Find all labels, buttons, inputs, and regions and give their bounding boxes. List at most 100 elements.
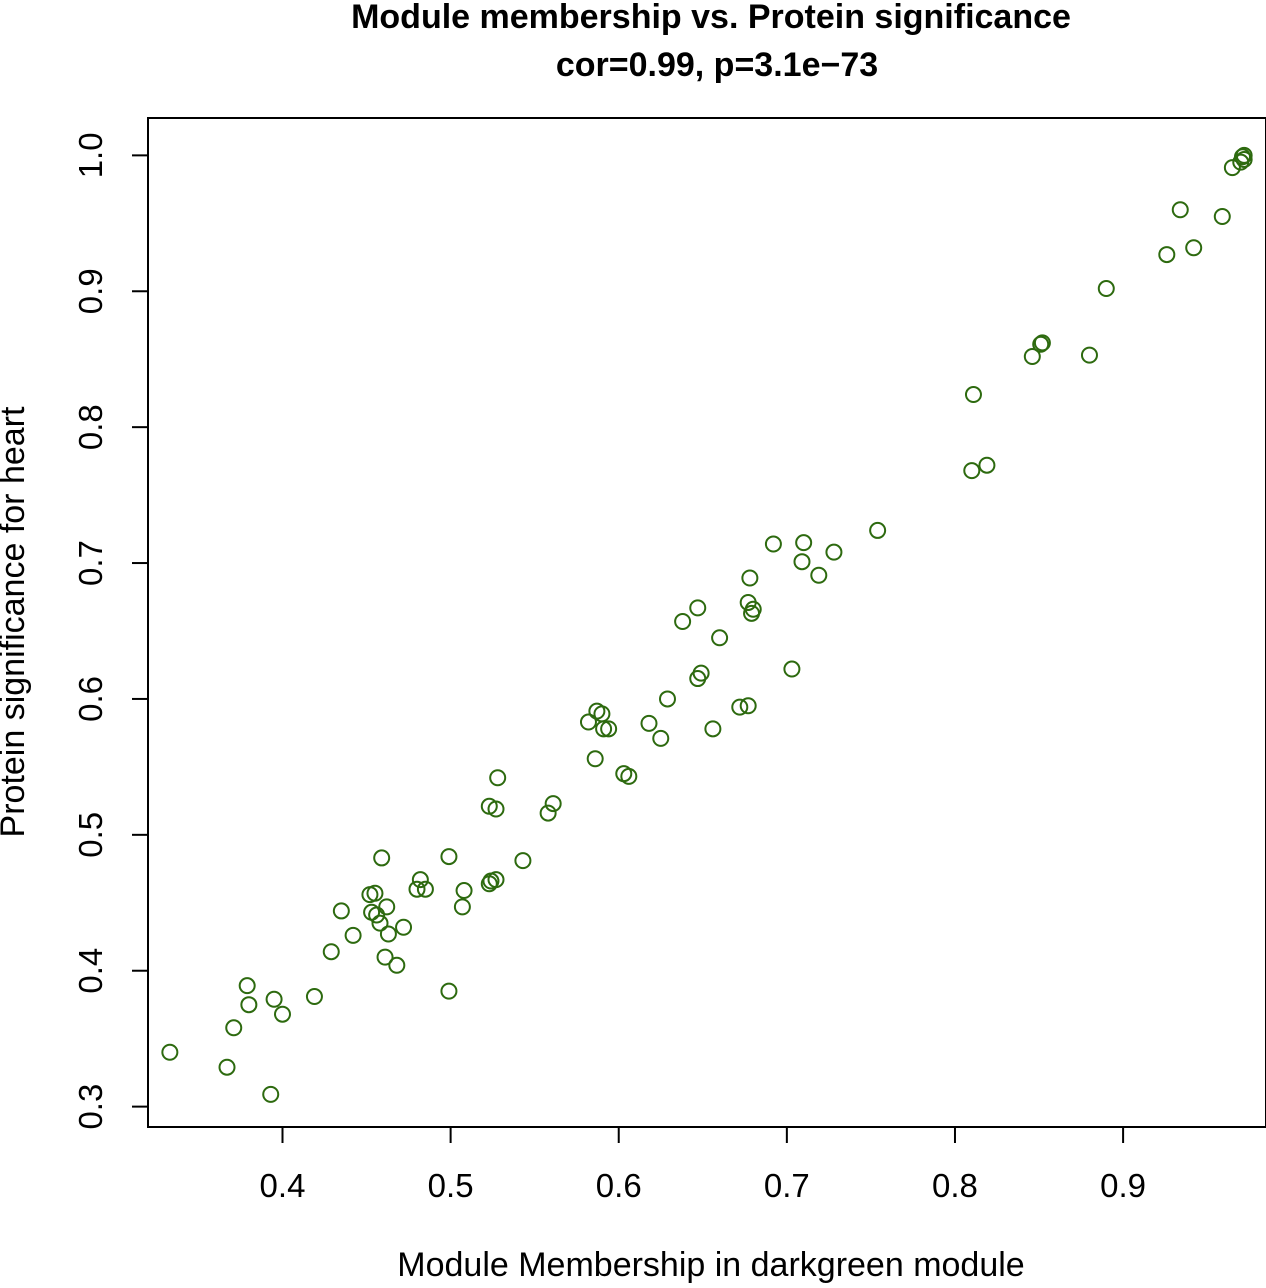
data-point bbox=[1235, 150, 1253, 168]
y-tick-label: 0.3 bbox=[72, 1084, 109, 1130]
data-point bbox=[674, 612, 692, 630]
data-point bbox=[378, 898, 396, 916]
x-tick-label: 0.4 bbox=[260, 1167, 306, 1204]
data-point bbox=[225, 1019, 243, 1037]
data-point bbox=[869, 521, 887, 539]
data-point bbox=[218, 1058, 236, 1076]
data-point bbox=[658, 690, 676, 708]
data-point bbox=[453, 898, 471, 916]
chart-title: Module membership vs. Protein significan… bbox=[351, 0, 1071, 36]
data-point bbox=[487, 800, 505, 818]
data-point bbox=[978, 456, 996, 474]
data-point bbox=[689, 670, 707, 688]
data-point bbox=[322, 943, 340, 961]
data-point bbox=[1080, 346, 1098, 364]
data-point bbox=[1185, 239, 1203, 257]
data-point bbox=[1032, 335, 1050, 353]
data-point bbox=[1171, 201, 1189, 219]
data-point bbox=[764, 535, 782, 553]
x-tick-label: 0.9 bbox=[1100, 1167, 1146, 1204]
data-point bbox=[514, 852, 532, 870]
data-point bbox=[586, 750, 604, 768]
x-tick-label: 0.7 bbox=[764, 1167, 810, 1204]
data-point bbox=[711, 629, 729, 647]
data-point bbox=[487, 871, 505, 889]
data-point bbox=[652, 729, 670, 747]
data-point bbox=[825, 543, 843, 561]
data-point bbox=[344, 926, 362, 944]
data-point bbox=[1213, 208, 1231, 226]
data-point bbox=[489, 769, 507, 787]
x-tick-label: 0.8 bbox=[932, 1167, 978, 1204]
data-point bbox=[783, 660, 801, 678]
data-point bbox=[963, 462, 981, 480]
data-point bbox=[379, 925, 397, 943]
data-point bbox=[411, 871, 429, 889]
data-point bbox=[1223, 159, 1241, 177]
data-point bbox=[161, 1043, 179, 1061]
chart-subtitle: cor=0.99, p=3.1e−73 bbox=[556, 46, 878, 84]
data-point bbox=[741, 569, 759, 587]
data-point bbox=[1033, 334, 1051, 352]
x-axis-label: Module Membership in darkgreen module bbox=[397, 1246, 1024, 1284]
data-point bbox=[440, 848, 458, 866]
data-point bbox=[964, 386, 982, 404]
data-point bbox=[1097, 280, 1115, 298]
data-point bbox=[1235, 146, 1253, 164]
y-axis-label: Protein significance for heart bbox=[0, 406, 32, 837]
data-point bbox=[579, 713, 597, 731]
data-point bbox=[704, 720, 722, 738]
data-point bbox=[731, 698, 749, 716]
y-tick-label: 1.0 bbox=[72, 132, 109, 178]
y-tick-label: 0.6 bbox=[72, 676, 109, 722]
data-point bbox=[305, 988, 323, 1006]
data-point bbox=[795, 534, 813, 552]
data-point bbox=[376, 948, 394, 966]
data-point bbox=[416, 880, 434, 898]
data-point bbox=[440, 982, 458, 1000]
data-point bbox=[593, 705, 611, 723]
data-point bbox=[388, 956, 406, 974]
data-point bbox=[408, 880, 426, 898]
data-point bbox=[265, 990, 283, 1008]
data-point bbox=[620, 767, 638, 785]
data-point bbox=[371, 914, 389, 932]
data-point bbox=[240, 996, 258, 1014]
data-point bbox=[273, 1005, 291, 1023]
data-point bbox=[395, 918, 413, 936]
data-point bbox=[1233, 148, 1251, 166]
data-points bbox=[161, 146, 1253, 1103]
y-tick-label: 0.7 bbox=[72, 540, 109, 586]
y-tick-label: 0.8 bbox=[72, 404, 109, 450]
y-tick-label: 0.5 bbox=[72, 812, 109, 858]
data-point bbox=[595, 720, 613, 738]
data-point bbox=[332, 902, 350, 920]
data-point bbox=[238, 977, 256, 995]
data-point bbox=[739, 697, 757, 715]
data-point bbox=[1023, 347, 1041, 365]
data-point bbox=[692, 664, 710, 682]
data-point bbox=[539, 804, 557, 822]
data-point bbox=[810, 566, 828, 584]
data-point bbox=[262, 1085, 280, 1103]
plot-frame bbox=[147, 117, 1266, 1128]
data-point bbox=[373, 849, 391, 867]
data-point bbox=[544, 795, 562, 813]
y-tick-label: 0.4 bbox=[72, 948, 109, 994]
y-axis: 0.3 0.4 0.5 0.6 0.7 0.8 0.9 1.0 bbox=[72, 132, 148, 1130]
data-point bbox=[600, 720, 618, 738]
data-point bbox=[689, 599, 707, 617]
data-point bbox=[455, 882, 473, 900]
x-tick-label: 0.5 bbox=[428, 1167, 474, 1204]
data-point bbox=[793, 553, 811, 571]
data-point bbox=[640, 714, 658, 732]
data-point bbox=[744, 600, 762, 618]
data-point bbox=[368, 906, 386, 924]
data-point bbox=[1158, 246, 1176, 264]
x-tick-label: 0.6 bbox=[596, 1167, 642, 1204]
y-tick-label: 0.9 bbox=[72, 268, 109, 314]
x-axis: 0.4 0.5 0.6 0.7 0.8 0.9 bbox=[260, 1127, 1146, 1204]
data-point bbox=[366, 884, 384, 902]
